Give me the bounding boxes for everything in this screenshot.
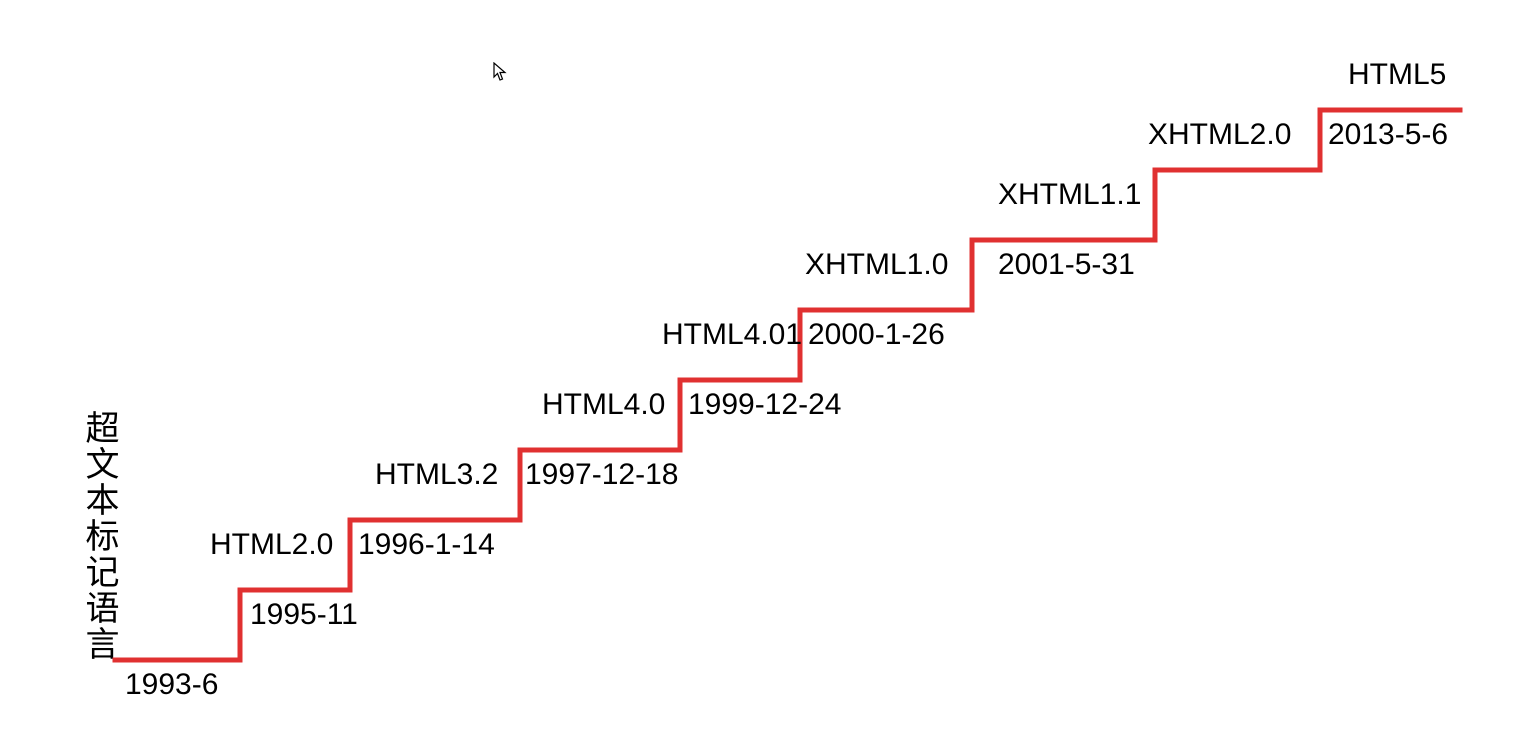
step-version-5: XHTML1.0	[805, 248, 948, 282]
step-version-7: XHTML2.0	[1148, 118, 1291, 152]
step-version-4: HTML4.01	[662, 318, 802, 352]
step-date-4: 1999-12-24	[688, 388, 841, 422]
staircase-polyline	[115, 110, 1460, 660]
timeline-diagram: 超文本标记语言 1993-6HTML2.01995-11HTML3.21996-…	[0, 0, 1536, 742]
step-version-1: HTML2.0	[210, 528, 333, 562]
step-date-1: 1995-11	[250, 598, 358, 632]
step-date-3: 1997-12-18	[525, 458, 678, 492]
step-version-8: HTML5	[1348, 58, 1446, 92]
step-date-7: 2013-5-6	[1328, 118, 1448, 152]
staircase-line	[0, 0, 1536, 742]
step-version-3: HTML4.0	[542, 388, 665, 422]
step-version-2: HTML3.2	[375, 458, 498, 492]
step-date-6: 2001-5-31	[998, 248, 1135, 282]
step-date-0: 1993-6	[125, 668, 218, 702]
step-date-2: 1996-1-14	[358, 528, 495, 562]
step-version-6: XHTML1.1	[998, 178, 1141, 212]
step-date-5: 2000-1-26	[808, 318, 945, 352]
cursor-icon	[493, 62, 509, 82]
